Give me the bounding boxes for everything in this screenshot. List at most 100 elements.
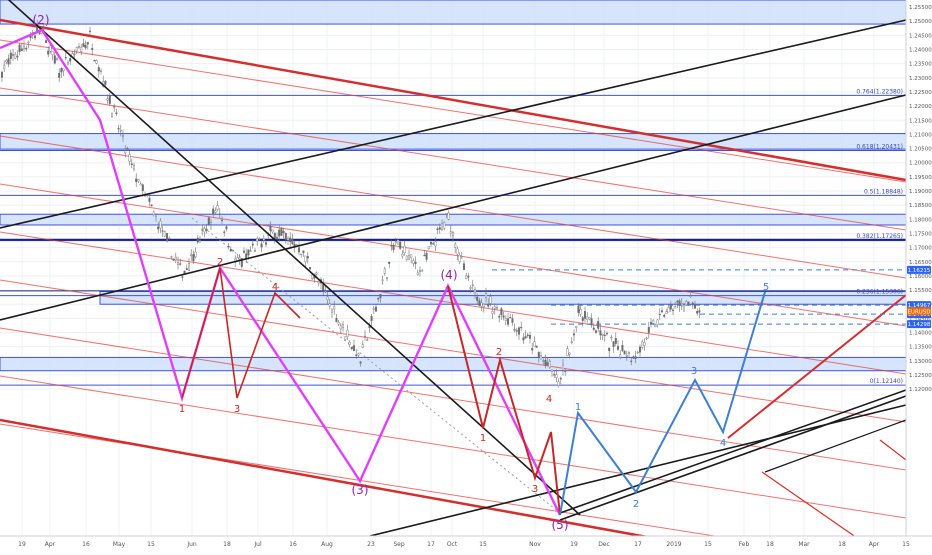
candle-body bbox=[408, 255, 411, 260]
candle-body bbox=[64, 57, 67, 59]
fib-level-label: 0.5(1.18848) bbox=[864, 188, 903, 195]
candle-body bbox=[289, 237, 292, 243]
candle-body bbox=[634, 356, 637, 359]
candle-body bbox=[511, 318, 514, 323]
candle-body bbox=[172, 258, 175, 261]
candle-body bbox=[381, 279, 384, 281]
candle-body bbox=[170, 256, 173, 258]
candle-body bbox=[366, 339, 369, 341]
x-tick-label: 15 bbox=[704, 541, 712, 548]
candle-body bbox=[247, 249, 250, 256]
candle-body bbox=[513, 329, 516, 331]
blue-wave-label: 3 bbox=[691, 366, 697, 377]
candle-body bbox=[579, 309, 582, 315]
blue-wave-label: 1 bbox=[575, 402, 581, 413]
candle-body bbox=[99, 70, 102, 73]
candle-body bbox=[399, 241, 402, 249]
x-tick-label: 15 bbox=[479, 541, 487, 548]
candle-body bbox=[614, 338, 617, 344]
candle-body bbox=[392, 244, 395, 250]
candle-body bbox=[148, 197, 151, 202]
candle-body bbox=[9, 52, 12, 59]
candle-body bbox=[498, 315, 501, 318]
x-tick-label: 19 bbox=[570, 541, 578, 548]
candle-body bbox=[643, 342, 646, 346]
y-tick-label: 1.22000 bbox=[909, 104, 932, 110]
price-tag-bg bbox=[907, 320, 931, 329]
candle-body bbox=[60, 67, 63, 73]
y-axis-panel bbox=[906, 0, 932, 550]
candle-body bbox=[132, 165, 135, 170]
candle-body bbox=[265, 242, 268, 245]
candle-body bbox=[555, 374, 558, 378]
y-tick-label: 1.16500 bbox=[909, 260, 932, 266]
candle-body bbox=[196, 237, 199, 243]
black-trendline bbox=[559, 395, 907, 521]
candle-body bbox=[165, 233, 168, 242]
red-wave-label: 3 bbox=[532, 484, 538, 495]
candle-body bbox=[344, 336, 347, 340]
candle-body bbox=[641, 341, 644, 349]
candle-body bbox=[630, 360, 633, 362]
candle-body bbox=[339, 325, 342, 330]
candle-body bbox=[443, 222, 446, 229]
candle-body bbox=[331, 308, 334, 313]
x-tick-label: 19 bbox=[18, 541, 26, 548]
candle-body bbox=[203, 228, 206, 233]
x-tick-label: Apr bbox=[45, 541, 56, 548]
candle-body bbox=[141, 184, 144, 192]
candle-body bbox=[441, 223, 444, 230]
candle-body bbox=[650, 322, 653, 324]
candle-body bbox=[95, 60, 98, 64]
candle-body bbox=[698, 310, 701, 313]
candle-body bbox=[599, 330, 602, 336]
y-tick-label: 1.21000 bbox=[909, 132, 932, 138]
candle-body bbox=[260, 243, 263, 248]
candle-body bbox=[231, 250, 234, 252]
candle-body bbox=[11, 54, 14, 56]
x-tick-label: 16 bbox=[82, 541, 90, 548]
candle-body bbox=[454, 243, 457, 248]
price-tag-bg bbox=[907, 307, 931, 316]
candle-body bbox=[423, 254, 426, 257]
candle-body bbox=[124, 150, 127, 154]
candle-body bbox=[350, 347, 353, 350]
candle-body bbox=[276, 236, 279, 239]
candle-body bbox=[201, 229, 204, 231]
fib-level-label: 0.618(1.20431) bbox=[856, 144, 903, 151]
candle-body bbox=[242, 250, 245, 253]
candle-body bbox=[432, 243, 435, 245]
candle-body bbox=[379, 294, 382, 299]
candle-body bbox=[53, 55, 56, 64]
candle-body bbox=[575, 326, 578, 328]
candle-body bbox=[91, 48, 94, 50]
candle-body bbox=[3, 64, 6, 69]
candle-body bbox=[93, 60, 96, 62]
candle-body bbox=[227, 245, 230, 248]
candle-body bbox=[518, 327, 521, 335]
candle-body bbox=[218, 213, 221, 215]
candle-body bbox=[192, 254, 195, 262]
candle-body bbox=[348, 341, 351, 345]
x-tick-label: 15 bbox=[147, 541, 155, 548]
candle-body bbox=[683, 304, 686, 312]
red-projection-line bbox=[879, 439, 907, 461]
candle-body bbox=[298, 247, 301, 253]
price-tag: EURUSD bbox=[907, 309, 930, 315]
candle-body bbox=[610, 336, 613, 338]
candle-body bbox=[676, 300, 679, 303]
sr-zone bbox=[0, 213, 907, 226]
candle-body bbox=[478, 300, 481, 306]
candle-body bbox=[544, 359, 547, 366]
y-tick-label: 1.20000 bbox=[909, 161, 932, 167]
price-tag-bg bbox=[907, 265, 931, 274]
candle-body bbox=[185, 268, 188, 270]
candle-body bbox=[658, 313, 661, 316]
candle-body bbox=[342, 324, 345, 329]
candle-body bbox=[397, 239, 400, 245]
candle-body bbox=[214, 210, 217, 213]
candle-body bbox=[608, 347, 611, 352]
candle-body bbox=[238, 257, 241, 260]
